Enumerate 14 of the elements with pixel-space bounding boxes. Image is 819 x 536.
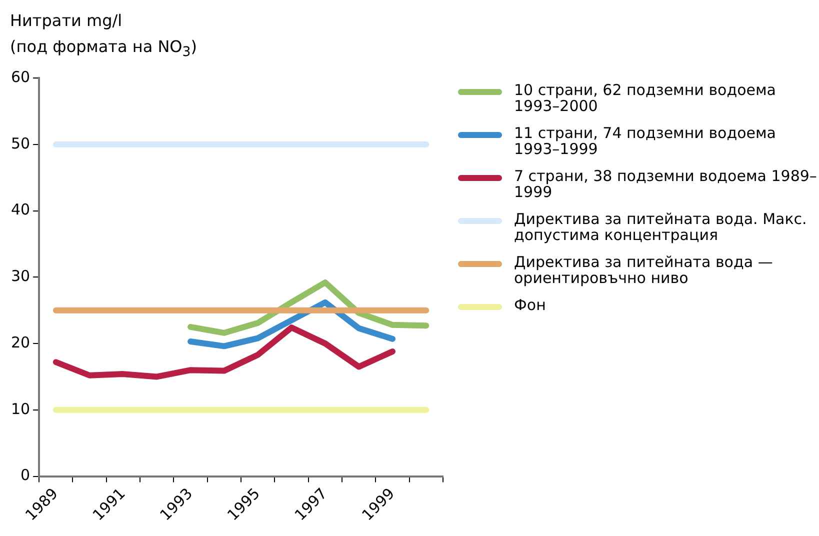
legend-label: Фон	[514, 296, 547, 314]
y-axis-title: Нитрати mg/l (под формата на NO$_{3}$)	[10, 10, 197, 62]
y-tick-label: 30	[10, 267, 30, 286]
y-tick-label: 20	[10, 333, 30, 352]
y-tick-label: 10	[10, 400, 30, 418]
legend-label: 7 страни, 38 подземни водоема 1989–1999	[514, 167, 818, 201]
legend-label: 11 страни, 74 подземни водоема 1993–1999	[514, 124, 778, 158]
y-tick-label: 40	[10, 200, 30, 219]
y-tick-label: 60	[10, 68, 30, 86]
legend-label: Директива за питейната вода. Макс. допустима концентрация	[514, 210, 808, 244]
legend-label: 10 страни, 62 подземни водоема 1993–2000	[514, 81, 778, 115]
y-tick-label: 50	[10, 134, 30, 152]
legend-label: Директива за питейната вода — ориентировъчно ниво	[514, 253, 774, 287]
y-tick-label: 0	[20, 466, 30, 484]
